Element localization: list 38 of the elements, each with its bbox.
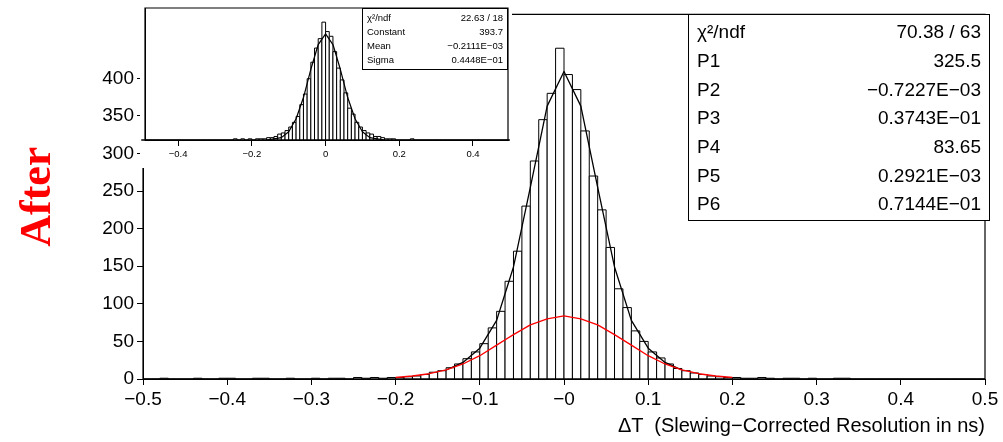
text: P1 325.5: [697, 49, 981, 71]
x-tick-label: −0.2: [376, 387, 415, 409]
x-tick-label: −0.5: [124, 387, 162, 409]
y-axis-title: After: [10, 146, 60, 247]
x-tick-label: 0.4: [887, 387, 915, 409]
x-tick-label: 0.1: [634, 387, 662, 409]
x-tick-label: −0.2: [242, 148, 262, 160]
x-tick-label: 0: [322, 148, 329, 160]
text: Constant 393.7: [367, 26, 503, 38]
y-tick-label: 50: [112, 329, 134, 351]
y-tick-label: 250: [102, 179, 134, 201]
y-tick-label: 300: [102, 141, 134, 163]
text: P6 0.7144E−01: [697, 193, 981, 215]
x-tick-label: 0.3: [803, 387, 830, 409]
text: P3 0.3743E−01: [697, 107, 981, 129]
x-tick-label: −0.3: [292, 387, 331, 409]
x-tick-label: −0.4: [168, 148, 188, 160]
text: χ²/ndf 22.63 / 18: [367, 12, 503, 24]
text: Mean −0.2111E−03: [367, 40, 503, 52]
text: P2 −0.7227E−03: [697, 78, 981, 100]
y-tick-label: 100: [102, 292, 134, 314]
text: χ²/ndf 70.38 / 63: [697, 21, 981, 43]
x-tick-label: 0.2: [392, 148, 406, 160]
y-tick-label: 350: [102, 104, 134, 126]
x-tick-label: 0.5: [971, 387, 999, 409]
x-axis-title: ΔT (Slewing−Corrected Resolution in ns): [617, 413, 985, 436]
x-tick-label: 0.2: [719, 387, 746, 409]
x-tick-label: 0.4: [466, 148, 480, 160]
x-tick-label: −0: [553, 387, 575, 409]
text: Sigma 0.4448E−01: [367, 54, 503, 66]
y-tick-label: 400: [102, 66, 134, 88]
y-tick-label: 200: [102, 216, 134, 238]
y-tick-label: 150: [102, 254, 134, 276]
x-tick-label: −0.1: [461, 387, 499, 409]
x-tick-label: −0.4: [208, 387, 247, 409]
text: P4 83.65: [697, 136, 981, 158]
text: P5 0.2921E−03: [697, 164, 981, 186]
y-tick-label: 0: [123, 367, 134, 389]
